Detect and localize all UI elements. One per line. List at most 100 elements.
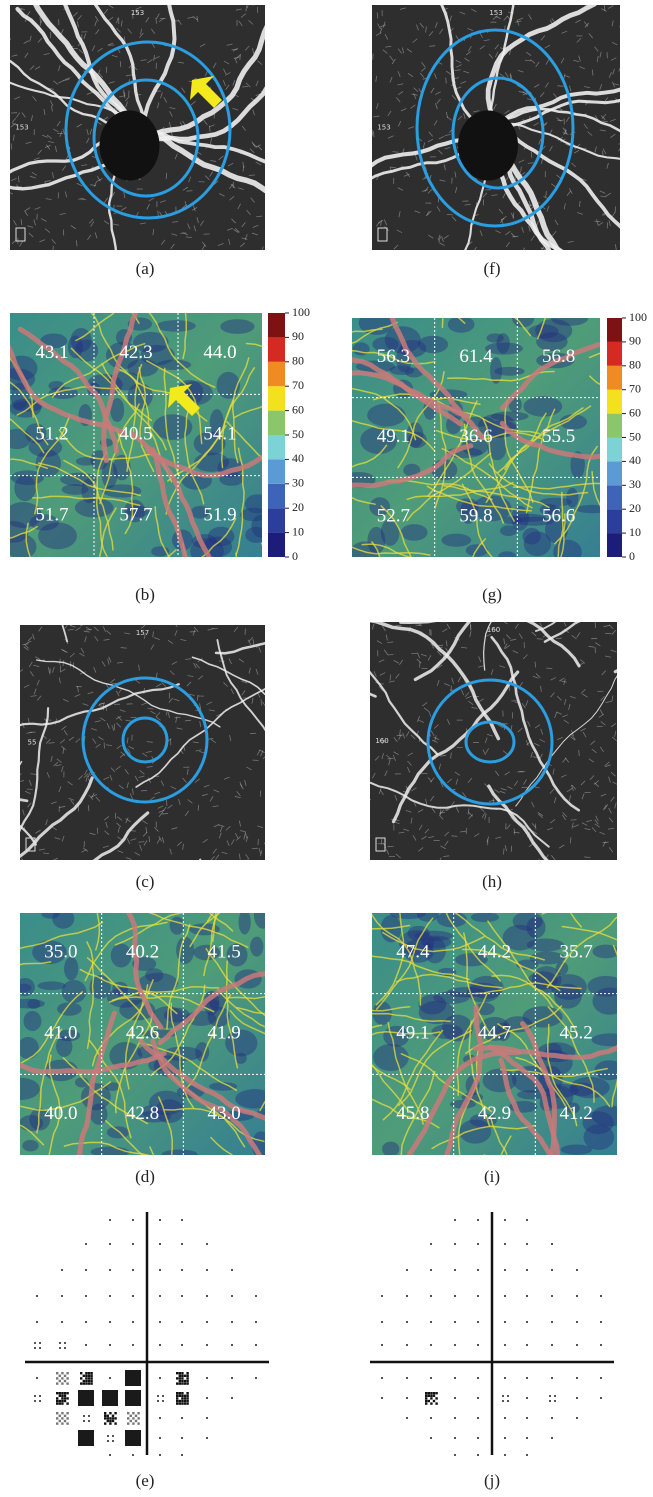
vf-point	[159, 1321, 161, 1323]
low-density	[582, 1111, 614, 1135]
vf-point	[381, 1344, 383, 1346]
vf-defect	[181, 1402, 184, 1405]
capillary	[196, 694, 199, 701]
capillary	[397, 91, 404, 96]
low-density	[253, 913, 265, 929]
capillary	[72, 12, 78, 17]
low-density	[514, 516, 555, 526]
vessel	[10, 418, 45, 454]
vessel	[86, 941, 95, 1049]
capillary	[444, 840, 449, 846]
capillary	[233, 56, 240, 59]
vessel	[499, 420, 600, 460]
capillary	[120, 20, 123, 27]
colorbar-label: 40	[292, 451, 304, 465]
vf-defect	[82, 1374, 85, 1377]
low-density	[20, 977, 35, 997]
vessel	[557, 491, 564, 557]
capillary	[595, 642, 601, 647]
capillary	[177, 19, 182, 25]
vf-defect	[132, 1412, 135, 1415]
capillary	[446, 70, 452, 75]
vf-point	[502, 1395, 504, 1397]
capillary	[522, 247, 525, 250]
vessel	[352, 387, 417, 441]
capillary	[242, 85, 249, 88]
capillary	[604, 655, 612, 658]
capillary	[98, 702, 105, 705]
vf-point	[109, 1321, 111, 1323]
capillary	[95, 29, 100, 35]
vf-defect	[183, 1402, 187, 1405]
vf-point	[206, 1344, 208, 1346]
vf-point	[430, 1295, 432, 1297]
capillary	[217, 243, 224, 246]
capillary	[192, 15, 198, 21]
low-density	[90, 1146, 130, 1155]
capillary	[540, 35, 546, 41]
capillary	[438, 814, 444, 820]
capillary	[246, 209, 251, 216]
vf-defect	[132, 1417, 135, 1420]
colorbar-segment	[607, 341, 622, 366]
capillary	[394, 794, 398, 801]
capillary	[575, 19, 581, 24]
vessel	[457, 318, 466, 324]
capillary	[188, 176, 192, 183]
vessel	[34, 414, 71, 515]
capillary	[482, 192, 488, 198]
capillary	[500, 219, 504, 225]
capillary	[244, 779, 247, 786]
capillary	[194, 778, 200, 783]
vf-point	[477, 1417, 479, 1419]
capillary	[147, 707, 154, 710]
vessel	[500, 87, 620, 123]
capillary	[120, 207, 127, 211]
capillary	[143, 840, 148, 846]
low-density	[226, 943, 248, 967]
capillary	[134, 9, 139, 15]
capillary	[97, 47, 103, 52]
capillary	[512, 650, 519, 654]
capillary	[196, 15, 199, 22]
capillary	[414, 154, 418, 161]
vf-defect	[66, 1392, 69, 1395]
capillary	[560, 57, 565, 64]
capillary	[498, 208, 504, 214]
capillary	[440, 781, 444, 788]
capillary	[115, 715, 122, 720]
capillary	[412, 38, 418, 44]
vf-defect	[134, 1414, 138, 1417]
vf-point	[406, 1377, 408, 1379]
low-density	[446, 987, 485, 998]
low-density	[190, 538, 224, 557]
vessel	[612, 944, 617, 956]
arrow	[190, 76, 222, 108]
colorbar-segment	[607, 461, 622, 486]
vessel	[515, 1056, 611, 1108]
capillary	[170, 786, 177, 790]
low-density	[487, 434, 507, 461]
capillary	[504, 644, 511, 650]
capillary	[593, 780, 599, 785]
capillary	[528, 225, 531, 232]
vessel	[20, 1081, 112, 1111]
capillary	[527, 98, 534, 101]
low-density	[490, 357, 503, 384]
low-density	[64, 956, 79, 981]
vessel	[440, 5, 491, 137]
capillary	[392, 755, 396, 762]
vf-defect	[178, 1399, 181, 1403]
vf-point	[181, 1295, 183, 1297]
vf-point	[381, 1397, 383, 1399]
capillary	[539, 622, 543, 629]
capillary	[24, 643, 29, 649]
vf-defect	[66, 1372, 69, 1375]
capillary	[443, 234, 449, 240]
capillary	[79, 652, 85, 657]
vf-point	[34, 1342, 36, 1344]
vf-defect	[56, 1372, 59, 1375]
capillary	[10, 178, 17, 182]
vf-point	[132, 1344, 134, 1346]
vessel	[611, 1079, 617, 1108]
